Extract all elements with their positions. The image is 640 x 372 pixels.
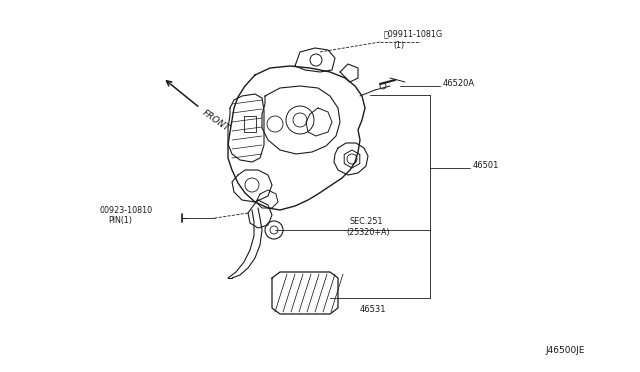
Text: 46501: 46501 bbox=[473, 160, 499, 170]
Text: FRONT: FRONT bbox=[201, 108, 231, 133]
Text: PIN(1): PIN(1) bbox=[108, 216, 132, 225]
Text: 46531: 46531 bbox=[360, 305, 387, 314]
Text: 00923-10810: 00923-10810 bbox=[100, 206, 153, 215]
Text: 46520A: 46520A bbox=[443, 80, 475, 89]
Text: (1): (1) bbox=[393, 41, 404, 50]
Text: SEC.251: SEC.251 bbox=[350, 217, 383, 226]
Text: J46500JE: J46500JE bbox=[545, 346, 585, 355]
Text: ⓝ09911-1081G: ⓝ09911-1081G bbox=[384, 29, 443, 38]
Text: (25320+A): (25320+A) bbox=[346, 228, 390, 237]
